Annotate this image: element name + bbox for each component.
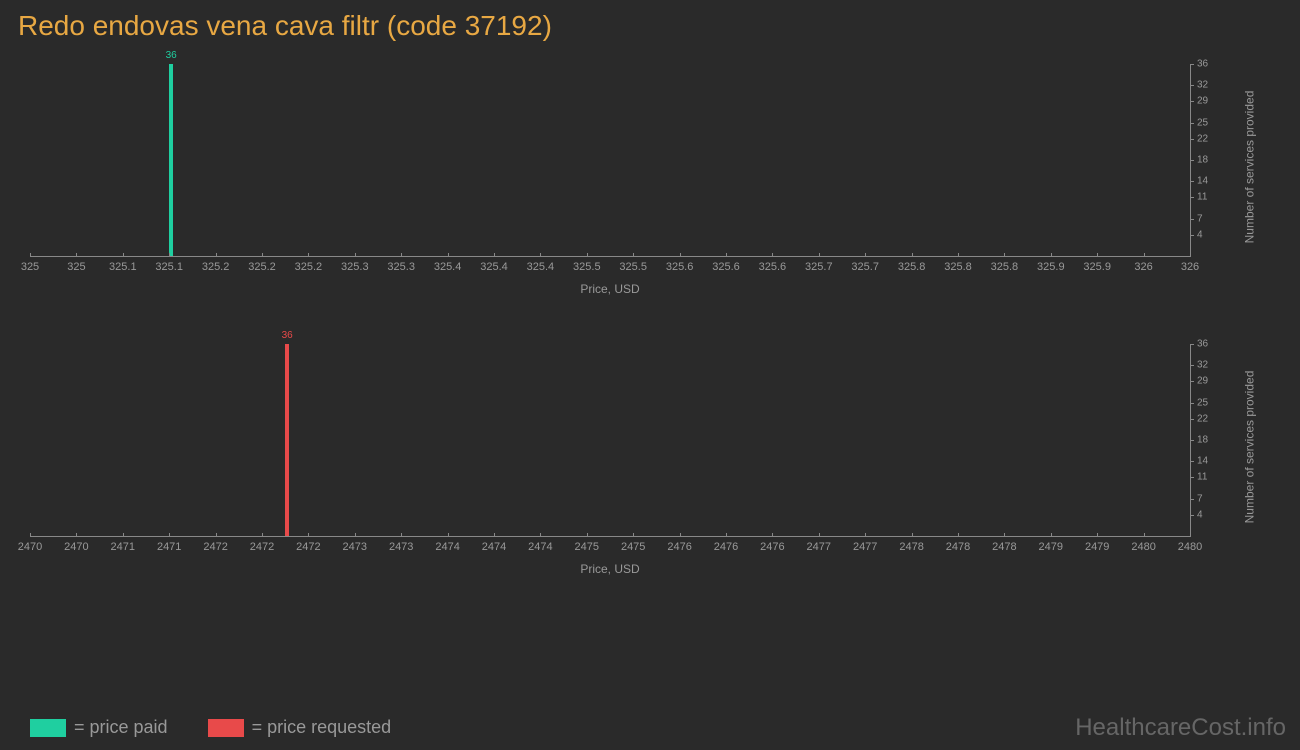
x-tick-label: 2476: [760, 541, 784, 553]
chart-2-plot: 36: [30, 344, 1190, 536]
x-tick-label: 325.2: [248, 261, 276, 273]
x-tick-label: 2478: [946, 541, 970, 553]
x-tick-label: 2470: [64, 541, 88, 553]
chart-2-y-axis: Number of services provided 471114182225…: [1190, 344, 1230, 536]
legend-label-paid: = price paid: [74, 717, 168, 738]
y-tick-label: 14: [1197, 176, 1208, 187]
data-bar: 36: [285, 344, 289, 536]
x-tick-label: 325.3: [341, 261, 369, 273]
x-tick-label: 325: [67, 261, 85, 273]
x-tick-label: 325.6: [666, 261, 694, 273]
chart-2-container: 36 2470247024712471247224722472247324732…: [30, 326, 1230, 586]
chart-1-plot: 36: [30, 64, 1190, 256]
legend-swatch-requested: [208, 719, 244, 737]
x-tick-label: 326: [1134, 261, 1152, 273]
chart-price-paid: 36 325325325.1325.1325.2325.2325.2325.33…: [30, 46, 1230, 306]
y-tick-label: 32: [1197, 80, 1208, 91]
y-tick-label: 36: [1197, 59, 1208, 70]
x-tick-label: 2477: [807, 541, 831, 553]
chart-1-container: 36 325325325.1325.1325.2325.2325.2325.33…: [30, 46, 1230, 306]
legend-swatch-paid: [30, 719, 66, 737]
y-tick-label: 11: [1197, 472, 1207, 483]
chart-1-x-label: Price, USD: [30, 282, 1190, 296]
x-tick-label: 325.4: [434, 261, 462, 273]
data-bar: 36: [169, 64, 173, 256]
x-tick-label: 2473: [389, 541, 413, 553]
y-tick-label: 18: [1197, 155, 1208, 166]
chart-price-requested: 36 2470247024712471247224722472247324732…: [30, 326, 1230, 586]
x-tick-label: 325.7: [851, 261, 879, 273]
x-tick-label: 2477: [853, 541, 877, 553]
y-tick-label: 4: [1197, 229, 1203, 240]
x-tick-label: 325.8: [944, 261, 972, 273]
x-tick-label: 2474: [528, 541, 552, 553]
x-tick-label: 2472: [296, 541, 320, 553]
y-tick-label: 22: [1197, 413, 1208, 424]
x-tick-label: 325.6: [759, 261, 787, 273]
chart-2-x-label: Price, USD: [30, 562, 1190, 576]
x-tick-label: 325.7: [805, 261, 833, 273]
x-tick-label: 325.4: [527, 261, 555, 273]
x-tick-label: 325.8: [991, 261, 1019, 273]
x-tick-label: 325.8: [898, 261, 926, 273]
x-tick-label: 2473: [343, 541, 367, 553]
x-tick-label: 2472: [250, 541, 274, 553]
y-tick-label: 7: [1197, 213, 1203, 224]
legend-item-paid: = price paid: [30, 717, 168, 738]
chart-1-x-axis: 325325325.1325.1325.2325.2325.2325.3325.…: [30, 256, 1190, 276]
y-tick-label: 32: [1197, 360, 1208, 371]
x-tick-label: 2478: [899, 541, 923, 553]
watermark: HealthcareCost.info: [1075, 714, 1286, 742]
y-tick-label: 29: [1197, 376, 1208, 387]
chart-1-y-label: Number of services provided: [1243, 91, 1257, 244]
y-tick-label: 4: [1197, 509, 1203, 520]
x-tick-label: 2474: [435, 541, 459, 553]
x-tick-label: 2471: [157, 541, 181, 553]
x-tick-label: 2475: [575, 541, 599, 553]
legend: = price paid = price requested: [30, 717, 391, 738]
y-tick-label: 36: [1197, 339, 1208, 350]
x-tick-label: 325.1: [109, 261, 137, 273]
x-tick-label: 325.3: [387, 261, 415, 273]
x-tick-label: 325.2: [202, 261, 230, 273]
x-tick-label: 325.9: [1083, 261, 1111, 273]
bar-value-label: 36: [282, 330, 293, 341]
y-tick-label: 18: [1197, 435, 1208, 446]
x-tick-label: 2476: [714, 541, 738, 553]
x-tick-label: 2472: [203, 541, 227, 553]
x-tick-label: 2480: [1131, 541, 1155, 553]
x-tick-label: 2478: [992, 541, 1016, 553]
x-tick-label: 2470: [18, 541, 42, 553]
chart-title: Redo endovas vena cava filtr (code 37192…: [0, 0, 1300, 46]
x-tick-label: 2475: [621, 541, 645, 553]
x-tick-label: 326: [1181, 261, 1199, 273]
y-tick-label: 29: [1197, 96, 1208, 107]
x-tick-label: 325.5: [619, 261, 647, 273]
y-tick-label: 7: [1197, 493, 1203, 504]
x-tick-label: 2474: [482, 541, 506, 553]
x-tick-label: 2476: [667, 541, 691, 553]
legend-item-requested: = price requested: [208, 717, 392, 738]
x-tick-label: 325.4: [480, 261, 508, 273]
y-tick-label: 22: [1197, 133, 1208, 144]
x-tick-label: 2471: [111, 541, 135, 553]
x-tick-label: 325.9: [1037, 261, 1065, 273]
x-tick-label: 325.6: [712, 261, 740, 273]
legend-label-requested: = price requested: [252, 717, 392, 738]
x-tick-label: 2479: [1039, 541, 1063, 553]
x-tick-label: 325.1: [155, 261, 183, 273]
chart-2-y-label: Number of services provided: [1243, 371, 1257, 524]
x-tick-label: 2479: [1085, 541, 1109, 553]
x-tick-label: 2480: [1178, 541, 1202, 553]
chart-2-x-axis: 2470247024712471247224722472247324732474…: [30, 536, 1190, 556]
y-tick-label: 25: [1197, 397, 1208, 408]
y-tick-label: 25: [1197, 117, 1208, 128]
x-tick-label: 325: [21, 261, 39, 273]
chart-1-y-axis: Number of services provided 471114182225…: [1190, 64, 1230, 256]
y-tick-label: 14: [1197, 456, 1208, 467]
x-tick-label: 325.5: [573, 261, 601, 273]
bar-value-label: 36: [166, 50, 177, 61]
x-tick-label: 325.2: [295, 261, 323, 273]
y-tick-label: 11: [1197, 192, 1207, 203]
